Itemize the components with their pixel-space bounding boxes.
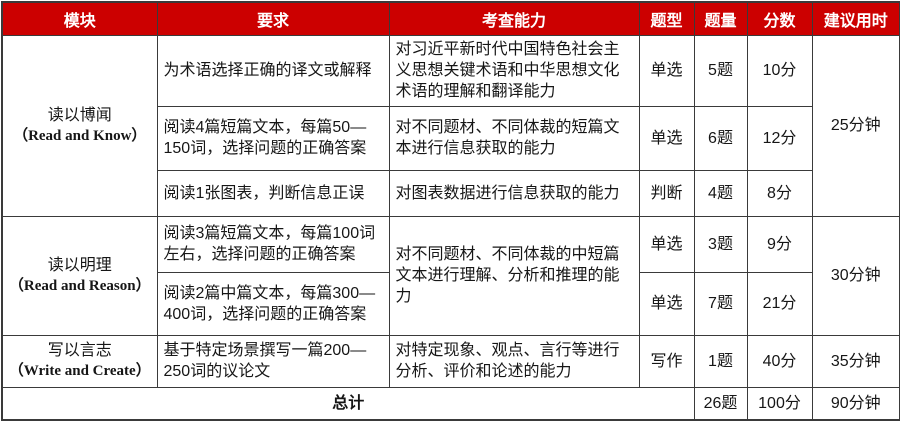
cell-ability: 对习近平新时代中国特色社会主义思想关键术语和中华思想文化术语的理解和翻译能力: [388, 34, 640, 107]
cell-question-type: 单选: [638, 271, 695, 336]
total-time: 90分钟: [811, 386, 900, 421]
col-header-ability: 考查能力: [388, 1, 640, 36]
cell-question-count: 4题: [693, 169, 748, 217]
module-cell-read-and-know: 读以博闻 （Read and Know）: [1, 34, 158, 217]
cell-question-type: 写作: [638, 334, 695, 388]
total-row: 总计 26题 100分 90分钟: [1, 386, 900, 421]
cell-score: 21分: [746, 271, 813, 336]
cell-question-type: 单选: [638, 34, 695, 107]
total-score: 100分: [746, 386, 813, 421]
cell-ability: 对图表数据进行信息获取的能力: [388, 169, 640, 217]
cell-ability-shared: 对不同题材、不同体裁的中短篇文本进行理解、分析和推理的能力: [388, 215, 640, 336]
cell-suggested-time: 35分钟: [811, 334, 900, 388]
cell-requirement: 阅读4篇短篇文本，每篇50—150词，选择问题的正确答案: [156, 105, 390, 171]
cell-score: 8分: [746, 169, 813, 217]
module-name-en: （Read and Know）: [13, 127, 147, 144]
module-name-en: （Read and Reason）: [8, 277, 151, 294]
cell-ability: 对不同题材、不同体裁的短篇文本进行信息获取的能力: [388, 105, 640, 171]
col-header-score: 分数: [746, 1, 813, 36]
module-cell-read-and-reason: 读以明理 （Read and Reason）: [1, 215, 158, 336]
cell-score: 10分: [746, 34, 813, 107]
module-name-zh: 写以言志: [47, 342, 112, 359]
cell-question-count: 5题: [693, 34, 748, 107]
cell-ability: 对特定现象、观点、言行等进行分析、评价和论述的能力: [388, 334, 640, 388]
col-header-question-type: 题型: [638, 1, 695, 36]
cell-question-count: 7题: [693, 271, 748, 336]
cell-requirement: 阅读3篇短篇文本，每篇100词左右，选择问题的正确答案: [156, 215, 390, 273]
cell-question-type: 单选: [638, 215, 695, 273]
module-cell-write-and-create: 写以言志 （Write and Create）: [1, 334, 158, 388]
cell-requirement: 为术语选择正确的译文或解释: [156, 34, 390, 107]
table-row: 读以博闻 （Read and Know） 为术语选择正确的译文或解释 对习近平新…: [1, 34, 900, 217]
col-header-suggested-time: 建议用时: [811, 1, 900, 36]
cell-requirement: 阅读1张图表，判断信息正误: [156, 169, 390, 217]
table-header-row: 模块 要求 考查能力 题型 题量 分数 建议用时: [1, 1, 900, 36]
cell-suggested-time: 30分钟: [811, 215, 900, 336]
module-name-en: （Write and Create）: [8, 363, 151, 379]
table-row: 阅读2篇中篇文本，每篇300—400词，选择问题的正确答案 单选 7题 21分: [2, 271, 900, 336]
module-name-zh: 读以博闻: [47, 106, 112, 124]
cell-score: 40分: [746, 334, 813, 388]
col-header-requirement: 要求: [156, 1, 390, 36]
cell-question-count: 3题: [693, 215, 748, 273]
table-row: 写以言志 （Write and Create） 基于特定场景撰写一篇200—25…: [1, 334, 900, 388]
table-row: 阅读4篇短篇文本，每篇50—150词，选择问题的正确答案 对不同题材、不同体裁的…: [2, 105, 900, 171]
cell-question-type: 单选: [638, 105, 695, 171]
module-name-zh: 读以明理: [47, 256, 112, 274]
cell-question-count: 6题: [693, 105, 748, 171]
cell-score: 9分: [746, 215, 813, 273]
cell-requirement: 阅读2篇中篇文本，每篇300—400词，选择问题的正确答案: [156, 271, 390, 336]
cell-question-count: 1题: [693, 334, 748, 388]
total-label: 总计: [1, 386, 695, 421]
table-row: 阅读1张图表，判断信息正误 对图表数据进行信息获取的能力 判断 4题 8分: [2, 169, 900, 217]
cell-score: 12分: [746, 105, 813, 171]
col-header-question-count: 题量: [693, 1, 748, 36]
cell-question-type: 判断: [638, 169, 695, 217]
cell-requirement: 基于特定场景撰写一篇200—250词的议论文: [156, 334, 390, 388]
total-question-count: 26题: [693, 386, 748, 421]
col-header-module: 模块: [1, 1, 158, 36]
cell-suggested-time: 25分钟: [811, 34, 900, 217]
table-row: 读以明理 （Read and Reason） 阅读3篇短篇文本，每篇100词左右…: [1, 215, 900, 336]
